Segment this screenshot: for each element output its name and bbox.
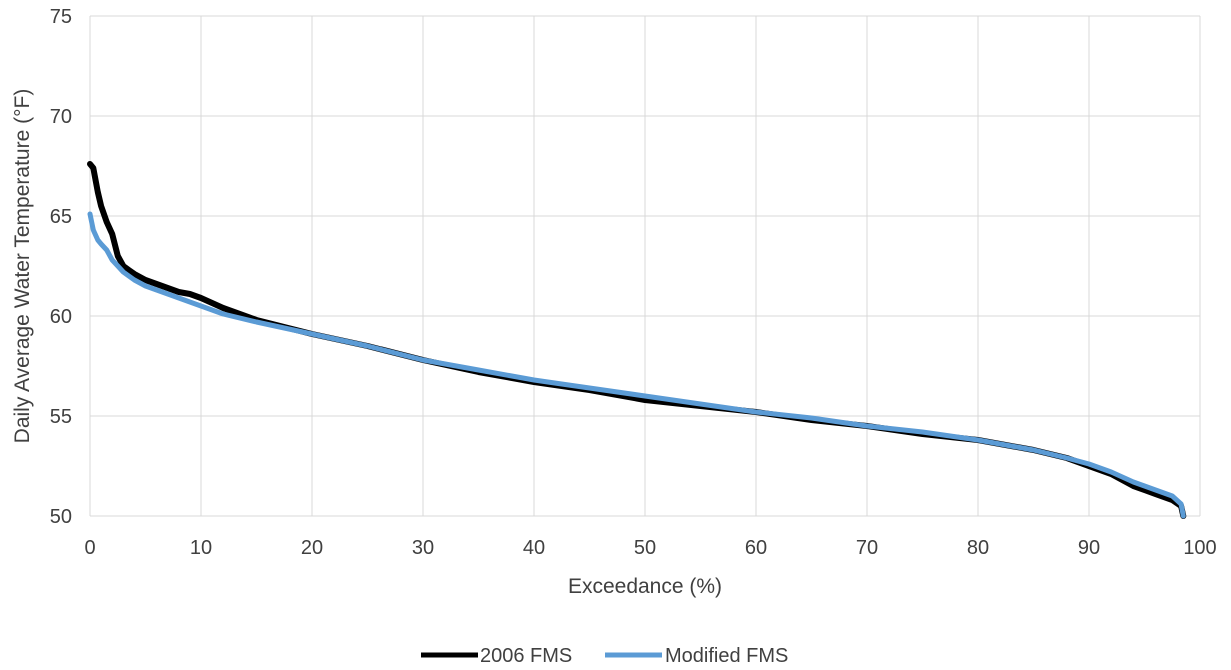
- x-tick-label: 10: [190, 537, 212, 559]
- y-tick-label: 65: [50, 206, 72, 228]
- series-line-modified-fms: [87, 211, 1186, 519]
- legend: 2006 FMS Modified FMS: [421, 645, 788, 667]
- x-axis-title: Exceedance (%): [568, 575, 722, 598]
- x-tick-label: 40: [523, 537, 545, 559]
- x-tick-labels: 0 10 20 30 40 50 60 70 80 90 100: [84, 537, 1216, 559]
- series-layer: [87, 161, 1187, 519]
- y-tick-label: 50: [50, 506, 72, 528]
- legend-label-2006-fms: 2006 FMS: [480, 645, 572, 667]
- x-tick-label: 80: [967, 537, 989, 559]
- y-tick-label: 55: [50, 406, 72, 428]
- x-tick-label: 30: [412, 537, 434, 559]
- y-tick-label: 70: [50, 106, 72, 128]
- x-tick-label: 50: [634, 537, 656, 559]
- y-tick-label: 60: [50, 306, 72, 328]
- y-axis-title: Daily Average Water Temperature (°F): [11, 89, 34, 444]
- legend-label-modified-fms: Modified FMS: [665, 645, 788, 667]
- y-tick-label: 75: [50, 6, 72, 28]
- x-tick-label: 100: [1183, 537, 1216, 559]
- series-line-2006-fms: [87, 161, 1187, 519]
- x-tick-label: 70: [856, 537, 878, 559]
- x-tick-label: 20: [301, 537, 323, 559]
- y-tick-labels: 50 55 60 65 70 75: [50, 6, 72, 528]
- x-tick-label: 0: [84, 537, 95, 559]
- x-tick-label: 60: [745, 537, 767, 559]
- x-tick-label: 90: [1078, 537, 1100, 559]
- grid-layer: [89, 15, 1201, 517]
